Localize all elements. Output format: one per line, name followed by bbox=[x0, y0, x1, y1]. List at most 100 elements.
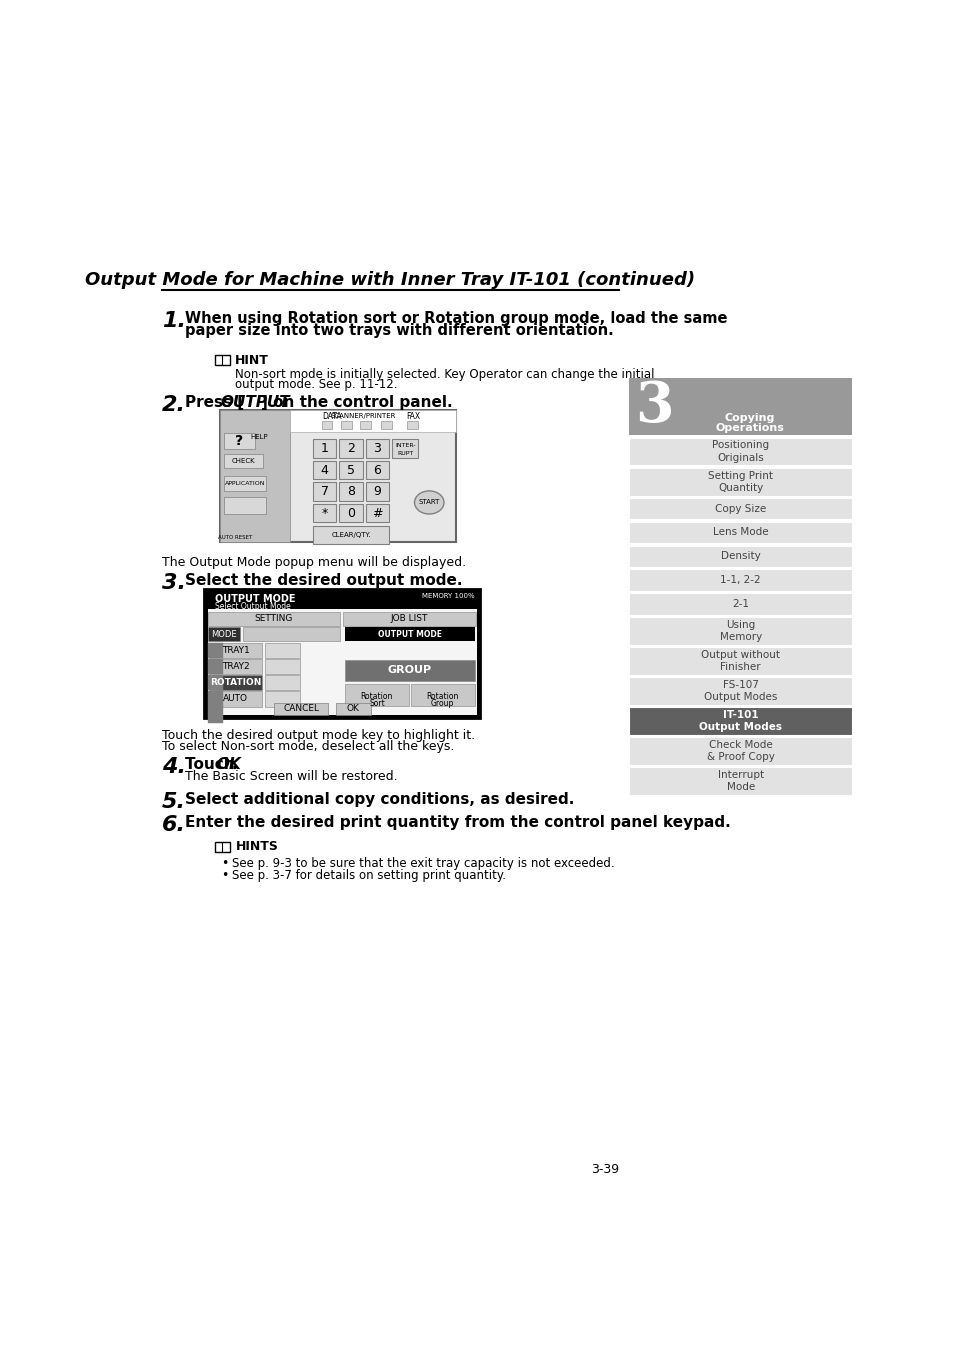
Bar bbox=[629, 647, 852, 676]
Text: OK: OK bbox=[216, 757, 241, 771]
Text: 3: 3 bbox=[373, 442, 381, 455]
Text: Enter the desired print quantity from the control panel keypad.: Enter the desired print quantity from th… bbox=[185, 815, 730, 830]
Bar bbox=[321, 422, 332, 428]
Text: APPLICATION: APPLICATION bbox=[224, 481, 265, 486]
Bar bbox=[629, 521, 852, 543]
Text: See p. 3-7 for details on setting print quantity.: See p. 3-7 for details on setting print … bbox=[232, 869, 505, 882]
Bar bbox=[629, 708, 852, 735]
Bar bbox=[629, 467, 852, 496]
Text: Rotation: Rotation bbox=[360, 692, 393, 701]
Text: Non-sort mode is initially selected. Key Operator can change the initial: Non-sort mode is initially selected. Key… bbox=[234, 369, 654, 381]
Bar bbox=[224, 434, 254, 449]
Bar bbox=[629, 438, 852, 466]
Text: 2: 2 bbox=[347, 442, 355, 455]
Text: RUPT: RUPT bbox=[396, 451, 413, 455]
Text: CANCEL: CANCEL bbox=[283, 704, 319, 713]
Bar bbox=[220, 411, 456, 543]
Text: 3-39: 3-39 bbox=[590, 1163, 618, 1177]
Bar bbox=[365, 461, 389, 480]
Bar bbox=[629, 677, 852, 705]
Bar bbox=[224, 497, 266, 513]
Text: 4: 4 bbox=[320, 463, 328, 477]
Text: 3: 3 bbox=[634, 380, 673, 435]
Bar bbox=[209, 676, 261, 690]
Text: 1.: 1. bbox=[162, 311, 186, 331]
Text: 0: 0 bbox=[347, 507, 355, 520]
Text: See p. 9-3 to be sure that the exit tray capacity is not exceeded.: See p. 9-3 to be sure that the exit tray… bbox=[232, 857, 614, 870]
Text: 3.: 3. bbox=[162, 573, 186, 593]
Text: MODE: MODE bbox=[211, 630, 236, 639]
Bar bbox=[208, 589, 476, 609]
Bar bbox=[629, 546, 852, 567]
Bar bbox=[208, 643, 223, 658]
Text: Finisher: Finisher bbox=[720, 662, 760, 673]
Bar bbox=[214, 355, 230, 365]
Text: SCANNER/PRINTER: SCANNER/PRINTER bbox=[331, 413, 395, 419]
Text: Select Output Mode: Select Output Mode bbox=[215, 603, 291, 611]
Text: JOB LIST: JOB LIST bbox=[391, 615, 428, 623]
Bar bbox=[265, 676, 299, 690]
Text: TRAY2: TRAY2 bbox=[221, 662, 249, 671]
Bar bbox=[365, 504, 389, 523]
Text: ] on the control panel.: ] on the control panel. bbox=[261, 396, 453, 411]
Bar bbox=[335, 703, 371, 715]
Bar bbox=[209, 659, 261, 674]
Bar bbox=[243, 627, 340, 642]
Text: Press [: Press [ bbox=[185, 396, 244, 411]
Bar bbox=[418, 589, 476, 609]
Text: 2-1: 2-1 bbox=[732, 598, 748, 609]
Bar bbox=[313, 482, 335, 501]
Bar bbox=[204, 589, 479, 719]
Text: Check Mode: Check Mode bbox=[708, 740, 772, 750]
Text: The Basic Screen will be restored.: The Basic Screen will be restored. bbox=[185, 770, 397, 784]
Bar bbox=[344, 659, 475, 681]
Bar bbox=[629, 570, 852, 590]
Bar bbox=[339, 461, 362, 480]
Text: Sort: Sort bbox=[369, 698, 384, 708]
Bar bbox=[629, 497, 852, 519]
Text: Quantity: Quantity bbox=[718, 482, 762, 493]
Bar bbox=[343, 612, 476, 626]
Text: INTER-: INTER- bbox=[395, 443, 416, 449]
Text: OUTPUT MODE: OUTPUT MODE bbox=[215, 593, 295, 604]
Text: Using: Using bbox=[725, 620, 755, 630]
Text: Originals: Originals bbox=[717, 453, 763, 463]
Text: 5: 5 bbox=[347, 463, 355, 477]
Text: 9: 9 bbox=[373, 485, 381, 499]
Text: Output Mode for Machine with Inner Tray IT-101 (continued): Output Mode for Machine with Inner Tray … bbox=[86, 272, 695, 289]
Bar bbox=[265, 643, 299, 658]
Text: 6.: 6. bbox=[162, 815, 186, 835]
Bar bbox=[208, 692, 223, 707]
Text: DATA: DATA bbox=[322, 412, 342, 420]
Bar bbox=[339, 504, 362, 523]
Bar bbox=[274, 703, 328, 715]
Text: Select additional copy conditions, as desired.: Select additional copy conditions, as de… bbox=[185, 792, 574, 807]
Text: OUTPUT MODE: OUTPUT MODE bbox=[377, 630, 441, 639]
Text: Density: Density bbox=[720, 551, 760, 562]
Text: #: # bbox=[372, 507, 382, 520]
Bar bbox=[265, 692, 299, 707]
Bar bbox=[629, 738, 852, 765]
Bar bbox=[339, 439, 362, 458]
Text: FAX: FAX bbox=[406, 412, 420, 420]
Bar bbox=[208, 612, 340, 626]
Text: The Output Mode popup menu will be displayed.: The Output Mode popup menu will be displ… bbox=[162, 557, 465, 569]
Text: Rotation: Rotation bbox=[426, 692, 458, 701]
Text: Output without: Output without bbox=[700, 650, 780, 659]
Bar bbox=[208, 659, 223, 674]
Bar bbox=[224, 454, 262, 467]
Bar bbox=[313, 526, 389, 544]
Text: HINTS: HINTS bbox=[235, 840, 278, 852]
Text: GROUP: GROUP bbox=[388, 665, 432, 676]
Text: ROTATION: ROTATION bbox=[210, 678, 261, 688]
Bar bbox=[208, 708, 223, 723]
Text: output mode. See p. 11-12.: output mode. See p. 11-12. bbox=[234, 378, 396, 392]
Text: TRAY1: TRAY1 bbox=[221, 646, 249, 655]
Bar bbox=[360, 422, 371, 428]
Bar bbox=[208, 627, 240, 642]
Text: *: * bbox=[321, 507, 328, 520]
Text: Select the desired output mode.: Select the desired output mode. bbox=[185, 573, 462, 588]
Text: Mode: Mode bbox=[726, 782, 754, 792]
Text: Positioning: Positioning bbox=[712, 440, 768, 450]
Bar bbox=[629, 378, 852, 435]
